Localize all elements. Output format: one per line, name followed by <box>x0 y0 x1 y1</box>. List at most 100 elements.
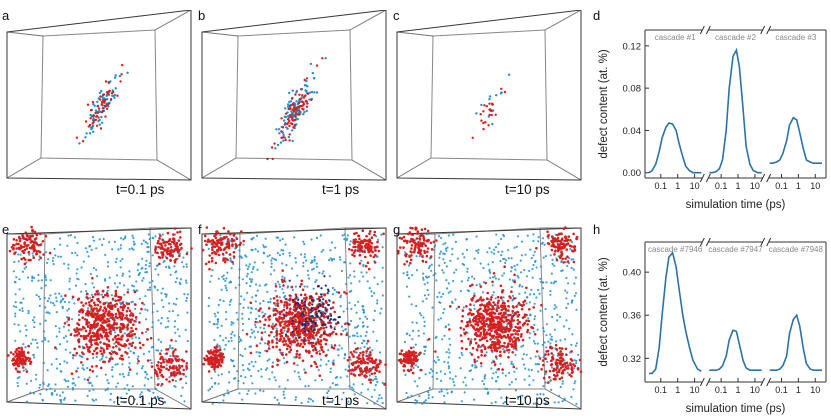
atom <box>155 264 158 267</box>
atom <box>553 401 556 404</box>
atom <box>406 274 409 277</box>
atom <box>214 261 218 265</box>
atom <box>104 373 107 376</box>
atom <box>175 241 179 245</box>
atom <box>22 256 26 260</box>
atom <box>403 353 406 357</box>
atom <box>105 104 108 107</box>
atom <box>362 358 365 362</box>
atom <box>364 334 367 337</box>
atom <box>180 246 183 250</box>
atom <box>85 343 88 346</box>
atom <box>116 274 119 277</box>
atom <box>251 267 255 270</box>
atom <box>264 313 267 316</box>
atom <box>485 322 488 326</box>
atom <box>497 250 500 253</box>
atom <box>257 309 261 312</box>
atom <box>574 344 577 347</box>
atom <box>259 307 262 310</box>
atom <box>159 322 163 325</box>
atom <box>181 386 184 389</box>
atom <box>297 298 300 301</box>
atom <box>32 353 35 357</box>
atom <box>575 237 578 241</box>
atom <box>88 339 92 342</box>
atom <box>256 321 259 324</box>
atom <box>217 246 221 249</box>
atom <box>310 325 313 328</box>
atom <box>567 235 570 238</box>
atom <box>563 338 567 341</box>
atom <box>410 353 414 357</box>
atom <box>374 249 377 252</box>
atom <box>301 345 305 349</box>
atom <box>93 104 96 108</box>
atom <box>61 391 64 394</box>
atom <box>348 385 351 388</box>
atom <box>570 350 573 353</box>
atom <box>509 335 512 339</box>
atom <box>341 234 344 237</box>
atom <box>291 139 294 143</box>
atom <box>544 373 547 376</box>
atom <box>278 312 282 316</box>
atom <box>104 389 107 392</box>
atom <box>310 306 313 310</box>
atom <box>99 95 102 98</box>
atom <box>148 281 151 284</box>
atom <box>294 304 297 307</box>
atom <box>327 317 330 320</box>
atom <box>69 351 72 354</box>
atom <box>119 322 123 326</box>
atom <box>242 368 245 372</box>
atom <box>146 288 150 291</box>
atom <box>366 347 370 350</box>
atom <box>15 348 19 351</box>
atom <box>270 262 273 265</box>
atom <box>312 77 316 80</box>
atom <box>99 359 102 362</box>
atom <box>179 236 182 239</box>
atom <box>274 285 278 288</box>
atom <box>361 361 365 364</box>
atom <box>208 320 211 323</box>
atom <box>119 244 122 247</box>
atom <box>501 250 504 253</box>
atom <box>320 348 324 351</box>
atom <box>106 289 109 292</box>
atom <box>556 319 559 322</box>
box-edge <box>6 388 44 403</box>
atom <box>310 341 313 344</box>
atom <box>121 274 124 277</box>
atom <box>438 252 441 255</box>
atom <box>169 273 172 276</box>
atom <box>316 328 320 331</box>
atom <box>276 359 280 362</box>
atom <box>554 343 558 347</box>
atom <box>345 333 348 336</box>
atom <box>482 110 485 113</box>
atom <box>310 354 313 358</box>
atom <box>18 239 22 243</box>
atom <box>329 314 333 317</box>
atom <box>55 393 59 396</box>
atom <box>570 266 573 270</box>
atom <box>287 327 290 330</box>
atom <box>220 241 224 244</box>
atom <box>422 236 425 240</box>
atom <box>418 237 421 240</box>
atom <box>152 391 155 394</box>
atom <box>303 285 306 288</box>
atom <box>558 356 562 360</box>
atom <box>258 314 261 318</box>
atom <box>12 243 15 247</box>
atom <box>293 236 296 239</box>
atom <box>376 380 379 384</box>
atom <box>488 98 491 101</box>
atom <box>528 383 531 386</box>
atom <box>404 251 407 254</box>
atom <box>460 347 464 350</box>
atom <box>96 275 99 278</box>
atom <box>43 336 46 339</box>
